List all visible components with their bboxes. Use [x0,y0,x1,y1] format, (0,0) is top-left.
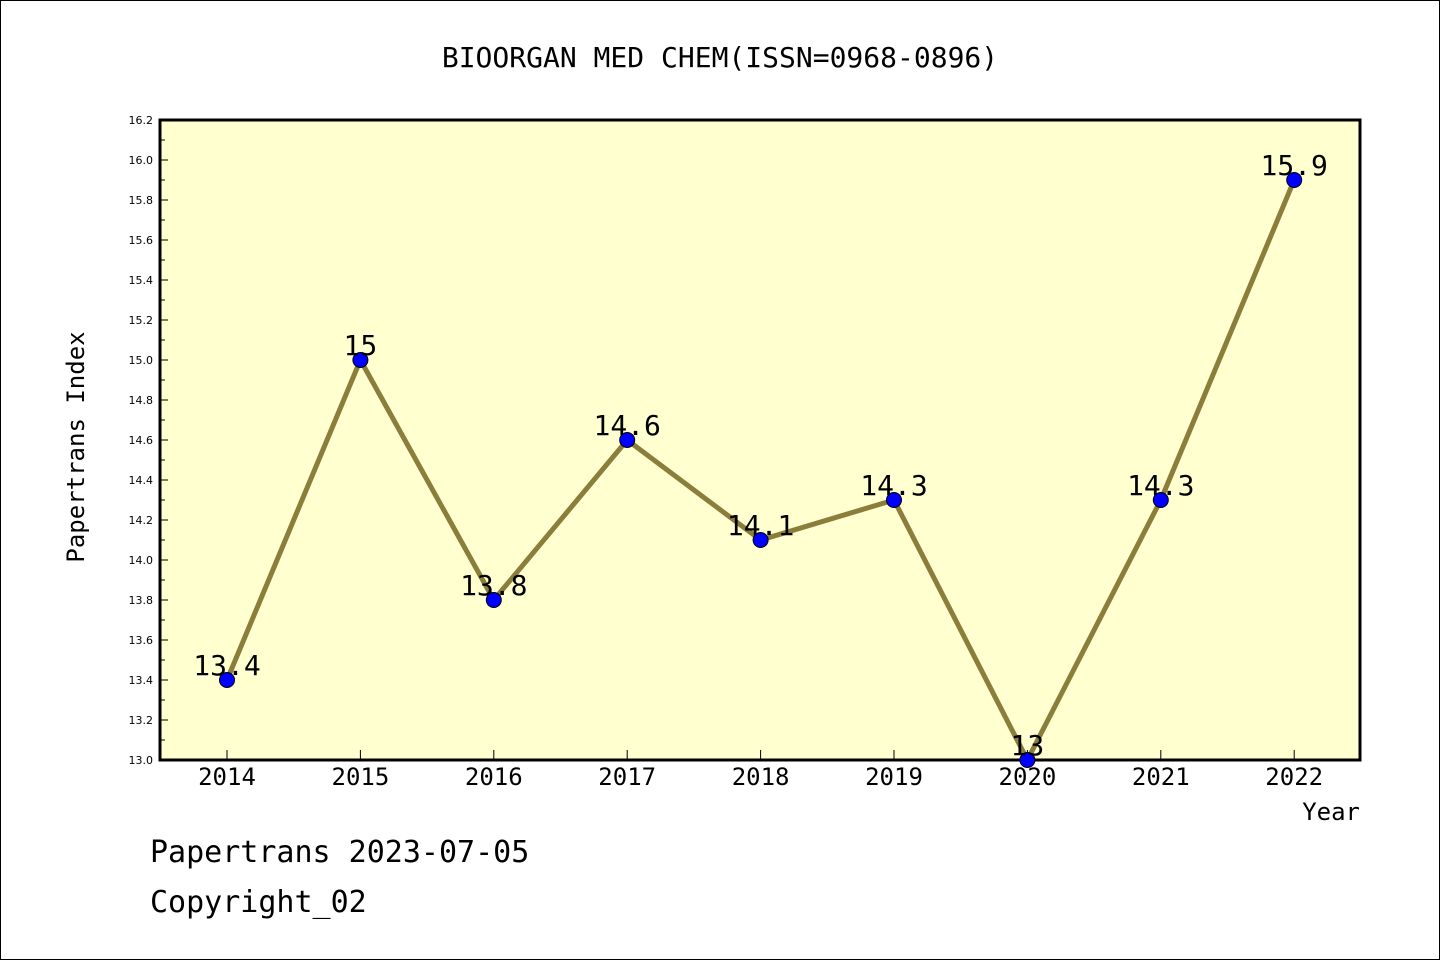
y-axis: 13.0 13.2 13.4 13.6 13.8 14.0 14.2 14.4 14.6 14.8… [129,114,168,767]
y-tick-label: 16.0 [129,154,154,167]
y-tick-label: 14.2 [129,514,154,527]
chart-title: BIOORGAN MED CHEM(ISSN=0968-0896) [442,41,998,74]
data-label: 13 [1011,729,1045,762]
y-tick-label: 13.0 [129,754,154,767]
data-point [752,532,769,548]
data-point [485,592,502,608]
y-tick-label: 14.4 [129,474,154,487]
y-tick-label: 14.0 [129,554,154,567]
x-tick-label: 2016 [465,763,523,791]
data-point [352,352,369,368]
y-tick-label: 13.4 [129,674,154,687]
data-label: 14.1 [727,509,794,542]
data-label: 13.8 [460,569,527,602]
y-tick-label: 13.2 [129,714,154,727]
copyright-text: Copyright_02 [150,885,367,920]
y-tick-label: 13.8 [129,594,154,607]
data-point [1019,752,1036,768]
data-point [219,672,235,688]
x-tick-label: 2018 [732,763,790,791]
data-labels: 13.4 15 13.8 14.6 14.1 14.3 13 14.3 15.9 [193,149,1328,762]
x-tick-label: 2014 [198,763,256,791]
x-axis-label: Year [1302,798,1360,826]
data-point [619,432,636,448]
data-label: 14.3 [860,469,927,502]
y-tick-label: 15.6 [129,234,154,247]
x-tick-label: 2017 [598,763,656,791]
data-point [1152,492,1169,508]
data-label: 14.3 [1127,469,1194,502]
data-label: 15 [344,329,378,362]
data-label: 13.4 [193,649,260,682]
data-label: 15.9 [1260,149,1327,182]
y-axis-label: Papertrans Index [62,331,90,562]
y-tick-label: 15.0 [129,354,154,367]
data-point [886,492,902,508]
y-tick-label: 15.8 [129,194,154,207]
x-tick-label: 2019 [865,763,923,791]
data-label: 14.6 [593,409,660,442]
x-tick-label: 2021 [1132,763,1190,791]
data-point [1286,172,1303,188]
x-tick-label: 2022 [1265,763,1323,791]
y-tick-label: 14.6 [129,434,154,447]
y-tick-label: 15.2 [129,314,154,327]
data-markers [219,172,1303,768]
plot-area [158,118,1362,762]
y-tick-label: 16.2 [129,114,154,127]
y-tick-label: 13.6 [129,634,154,647]
y-tick-label: 15.4 [129,274,154,287]
footer-date-text: Papertrans 2023-07-05 [150,835,530,870]
x-tick-label: 2015 [332,763,390,791]
y-tick-label: 14.8 [129,394,154,407]
